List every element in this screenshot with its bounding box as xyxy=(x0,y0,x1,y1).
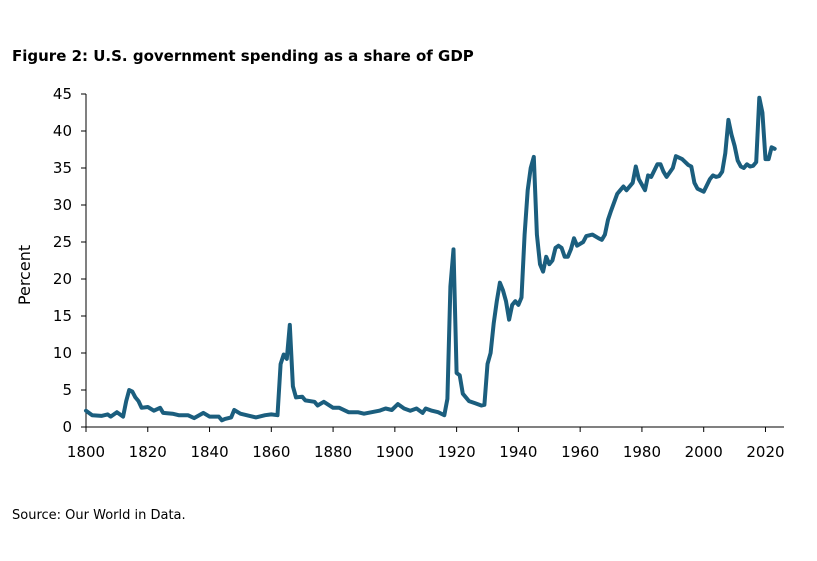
chart-title: Figure 2: U.S. government spending as a … xyxy=(12,47,474,65)
data-line xyxy=(84,95,777,423)
x-tick-label: 2000 xyxy=(685,443,723,461)
x-tick-label: 1860 xyxy=(252,443,290,461)
y-axis-label: Percent xyxy=(15,245,34,305)
y-tick-label: 20 xyxy=(53,270,72,288)
y-tick-label: 40 xyxy=(53,122,72,140)
x-tick-label: 1840 xyxy=(190,443,228,461)
x-tick-label: 1940 xyxy=(499,443,537,461)
x-tick-label: 1820 xyxy=(129,443,167,461)
x-tick-label: 1960 xyxy=(561,443,599,461)
y-tick-label: 35 xyxy=(53,159,72,177)
x-tick-label: 1880 xyxy=(314,443,352,461)
y-tick-label: 15 xyxy=(53,307,72,325)
y-tick-label: 30 xyxy=(53,196,72,214)
y-tick-label: 0 xyxy=(62,418,72,436)
x-tick-label: 1900 xyxy=(376,443,414,461)
y-tick-label: 25 xyxy=(53,233,72,251)
x-tick-label: 1800 xyxy=(67,443,105,461)
x-tick-label: 1980 xyxy=(623,443,661,461)
y-tick-label: 45 xyxy=(53,85,72,103)
x-tick-label: 2020 xyxy=(746,443,784,461)
source-note: Source: Our World in Data. xyxy=(12,508,186,523)
y-tick-label: 10 xyxy=(53,344,72,362)
x-tick-label: 1920 xyxy=(438,443,476,461)
y-tick-label: 5 xyxy=(62,381,72,399)
